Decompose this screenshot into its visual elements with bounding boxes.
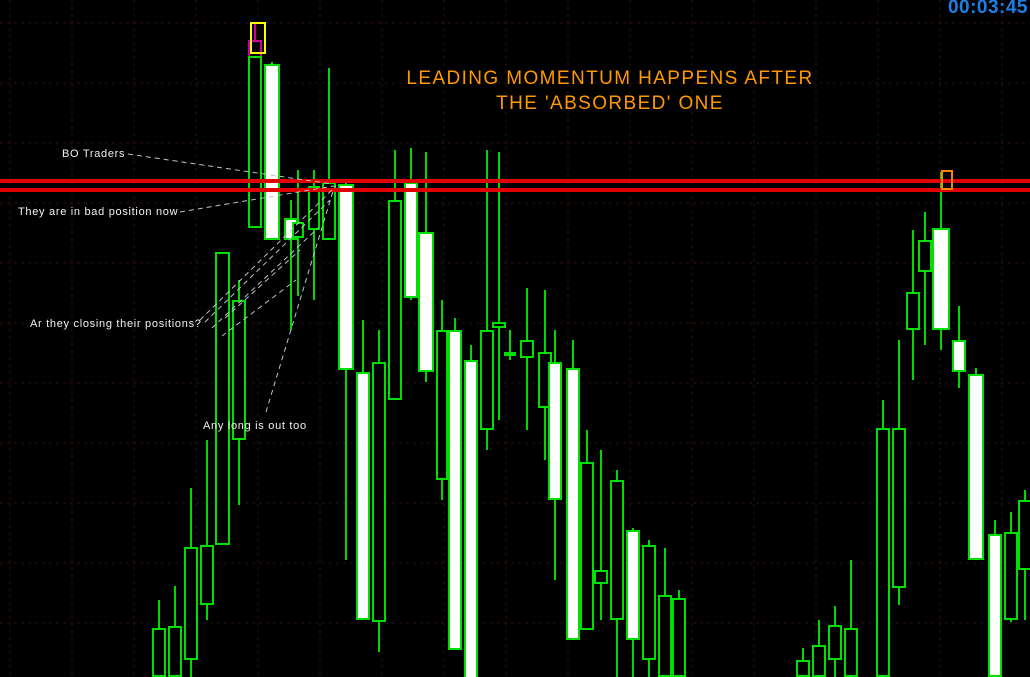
candle-body	[594, 570, 608, 584]
candle-body	[892, 428, 906, 588]
candle-body	[988, 534, 1002, 677]
annotation-bad-position: They are in bad position now	[18, 206, 179, 218]
candle-body	[932, 228, 950, 330]
candle-body	[504, 352, 516, 356]
candle-body	[626, 530, 640, 640]
candle-body	[566, 368, 580, 640]
candle-body	[520, 340, 534, 358]
candle-body	[844, 628, 858, 677]
candle-body	[338, 184, 354, 370]
candle-body	[264, 64, 280, 240]
candle-body	[1004, 532, 1018, 620]
candle-body	[812, 645, 826, 677]
annotation-bo-traders: BO Traders	[62, 148, 126, 160]
candle-wick	[600, 450, 602, 620]
candle-wick	[206, 440, 208, 620]
candle-body	[232, 300, 246, 440]
candle-wick	[850, 560, 852, 677]
candle-wick	[498, 152, 500, 420]
candle-body	[388, 200, 402, 400]
annotation-any-long-out: Any long is out too	[203, 420, 307, 432]
candle-body	[168, 626, 182, 677]
candle-body	[610, 480, 624, 620]
candle-body	[215, 252, 230, 545]
resistance-line	[0, 188, 1030, 192]
candle-body	[356, 372, 370, 620]
retest-candle-marker	[941, 170, 953, 190]
resistance-line	[0, 179, 1030, 183]
candle-body	[876, 428, 890, 677]
candle-wick	[486, 150, 488, 450]
candle-body	[184, 547, 198, 660]
candle-body	[580, 462, 594, 630]
candle-body	[418, 232, 434, 372]
candle-wick	[345, 182, 347, 560]
candle-body	[372, 362, 386, 622]
candle-body	[152, 628, 166, 677]
candle-body	[464, 360, 478, 677]
candle-body	[480, 330, 494, 430]
candle-body	[658, 595, 672, 677]
candle-body	[492, 322, 506, 328]
candle-body	[796, 660, 810, 677]
candle-wick	[526, 288, 528, 430]
candle-body	[404, 182, 418, 298]
candle-body	[292, 222, 304, 238]
candle-body	[642, 545, 656, 660]
candle-wick	[924, 212, 926, 345]
candle-body	[200, 545, 214, 605]
candle-body	[672, 598, 686, 677]
candle-body	[448, 330, 462, 650]
candle-body	[248, 56, 262, 228]
annotation-closing-positions: Ar they closing their positions?	[30, 318, 202, 330]
candle-body	[952, 340, 966, 372]
candle-body	[968, 374, 984, 560]
candle-wick	[509, 330, 511, 360]
candle-body	[308, 186, 320, 230]
candle-body	[436, 330, 448, 480]
chart-title-annotation: LEADING MOMENTUM HAPPENS AFTER THE 'ABSO…	[406, 68, 814, 114]
candle-body	[906, 292, 920, 330]
candle-body	[1018, 500, 1030, 570]
absorbed-candle-marker	[250, 22, 266, 54]
candle-body	[918, 240, 932, 272]
recording-timer: 00:03:45	[947, 0, 1028, 18]
candle-body	[828, 625, 842, 660]
candle-body	[548, 362, 562, 500]
